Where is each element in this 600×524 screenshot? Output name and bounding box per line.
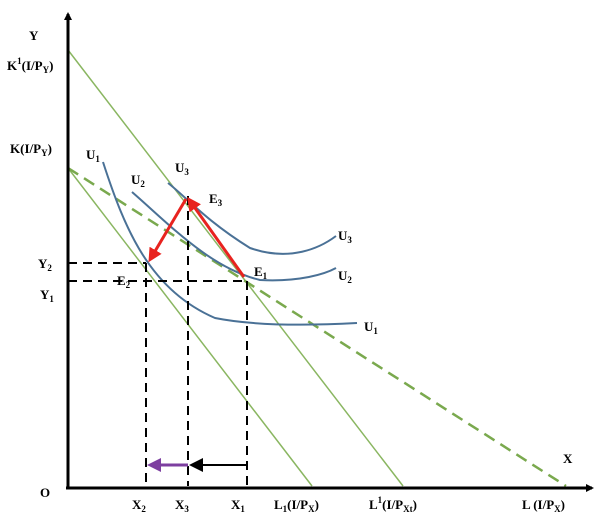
origin-label: O: [40, 485, 50, 500]
budget-line-k1-lprime: [67, 49, 404, 487]
label-y1: Y1: [40, 287, 54, 304]
label-u2-left: U2: [131, 172, 145, 189]
indifference-curve-u1: [102, 161, 358, 326]
x-axis-label: X: [563, 451, 573, 466]
label-l1: L1(I/PX): [274, 497, 319, 514]
label-e1: E1: [254, 264, 268, 281]
arrow-e3-to-e2: [148, 198, 188, 263]
budget-line-dashed-k-l: [67, 166, 567, 488]
indifference-curve-u2: [131, 191, 337, 282]
label-e3: E3: [209, 191, 223, 208]
label-u3-right: U3: [338, 228, 352, 245]
label-l: L (I/PX): [522, 497, 565, 514]
label-u1-right: U1: [364, 319, 378, 336]
label-u2-right: U2: [338, 268, 352, 285]
label-x2: X2: [132, 497, 146, 514]
label-k1: K1(I/PY): [7, 56, 53, 75]
label-lprime: L1(I/PXt): [369, 495, 417, 514]
budget-line-k-l1: [67, 167, 313, 487]
label-u3-left: U3: [175, 160, 189, 177]
y-axis-label: Y: [29, 28, 39, 43]
label-k: K(I/PY): [10, 141, 52, 158]
label-e2: E2: [117, 273, 131, 290]
label-x1: X1: [231, 497, 245, 514]
indifference-curve-u3: [167, 182, 337, 255]
label-y2: Y2: [38, 256, 52, 273]
label-u1-left: U1: [86, 147, 100, 164]
arrow-e1-to-e3: [187, 196, 246, 278]
label-x3: X3: [175, 497, 189, 514]
